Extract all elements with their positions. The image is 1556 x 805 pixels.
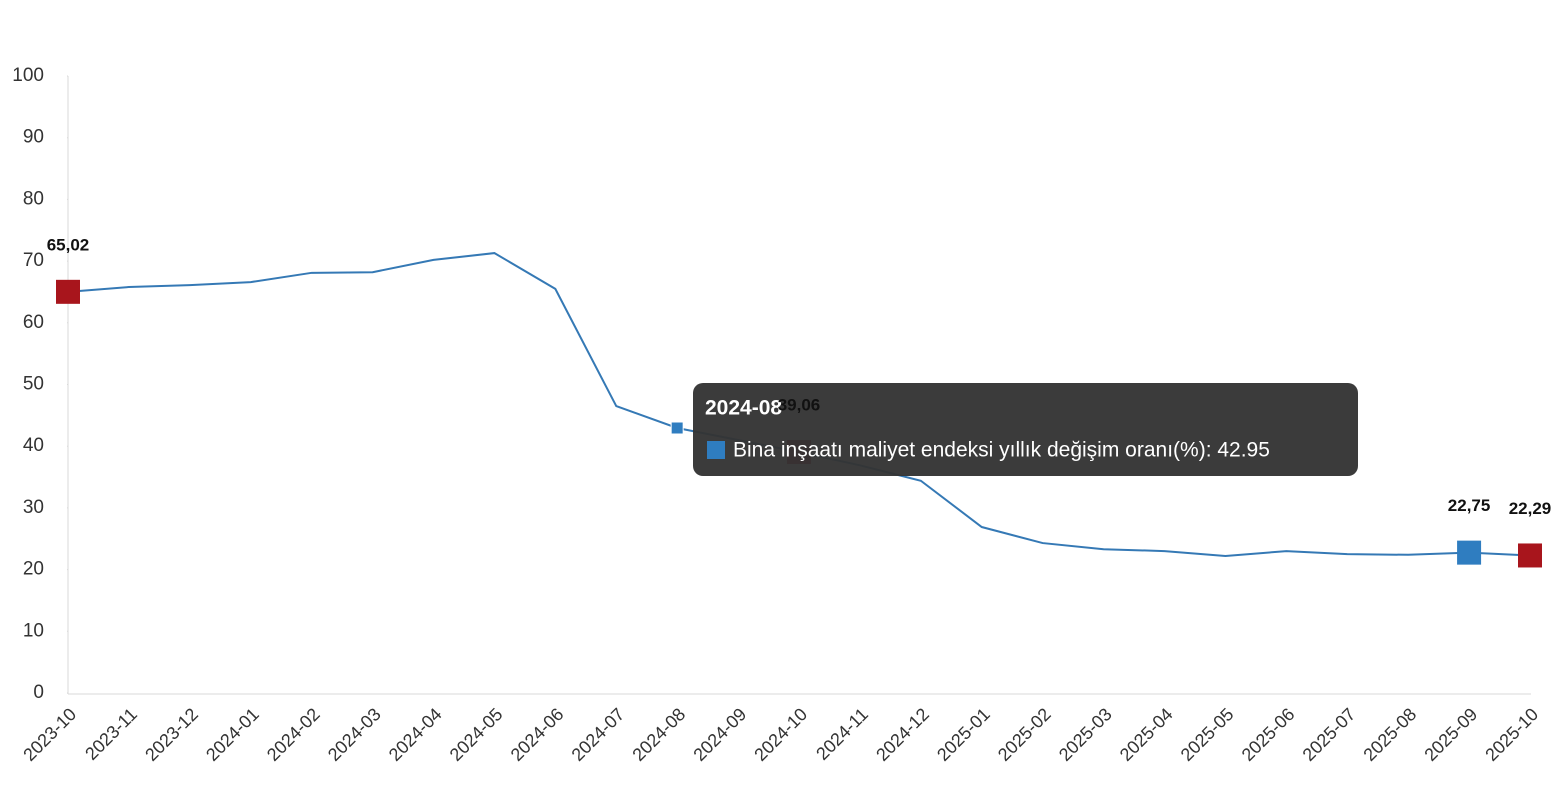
x-tick-label: 2025-06 <box>1238 704 1299 765</box>
x-tick-label: 2023-10 <box>19 704 80 765</box>
x-tick-label: 2023-12 <box>141 704 202 765</box>
x-tick-label: 2024-11 <box>812 704 872 764</box>
tooltip-box <box>693 383 1358 476</box>
x-tick-label: 2025-05 <box>1177 704 1238 765</box>
x-tick-label: 2025-07 <box>1299 704 1360 765</box>
marker <box>1457 540 1482 565</box>
x-tick-label: 2023-11 <box>81 704 141 764</box>
tooltip-swatch <box>707 441 725 459</box>
y-tick-label: 40 <box>23 435 44 456</box>
y-tick-label: 20 <box>23 559 44 580</box>
tooltip-text: Bina inşaatı maliyet endeksi yıllık deği… <box>733 439 1270 462</box>
x-tick-label: 2024-07 <box>568 704 629 765</box>
data-label: 22,29 <box>1509 499 1552 518</box>
x-tick-label: 2024-04 <box>385 704 446 765</box>
y-tick-label: 60 <box>23 312 44 333</box>
x-tick-label: 2024-12 <box>872 704 933 765</box>
x-tick-label: 2024-05 <box>446 704 507 765</box>
x-tick-label: 2024-09 <box>689 704 750 765</box>
x-tick-label: 2024-10 <box>750 704 811 765</box>
x-tick-label: 2025-08 <box>1359 704 1420 765</box>
x-tick-label: 2025-01 <box>933 704 994 765</box>
x-tick-label: 2025-10 <box>1481 704 1542 765</box>
x-tick-label: 2025-04 <box>1116 704 1177 765</box>
y-tick-label: 30 <box>23 497 44 518</box>
marker <box>1518 543 1542 568</box>
data-label: 39,06 <box>778 395 821 414</box>
y-tick-label: 100 <box>12 65 44 86</box>
y-tick-label: 10 <box>23 620 44 641</box>
x-tick-label: 2024-03 <box>324 704 385 765</box>
hover-marker <box>670 421 684 435</box>
data-label: 22,75 <box>1448 496 1491 515</box>
x-tick-label: 2024-02 <box>263 704 324 765</box>
x-tick-label: 2025-09 <box>1420 704 1481 765</box>
x-tick-label: 2024-01 <box>202 704 263 765</box>
y-tick-label: 70 <box>23 250 44 271</box>
y-tick-label: 80 <box>23 188 44 209</box>
x-tick-label: 2025-02 <box>994 704 1055 765</box>
y-tick-label: 50 <box>23 374 44 395</box>
y-tick-label: 0 <box>33 682 44 703</box>
marker <box>56 279 80 304</box>
x-tick-label: 2024-06 <box>507 704 568 765</box>
y-tick-label: 90 <box>23 127 44 148</box>
x-tick-label: 2025-03 <box>1055 704 1116 765</box>
data-label: 65,02 <box>47 235 90 254</box>
tooltip-title: 2024-08 <box>705 397 782 420</box>
x-tick-label: 2024-08 <box>628 704 689 765</box>
